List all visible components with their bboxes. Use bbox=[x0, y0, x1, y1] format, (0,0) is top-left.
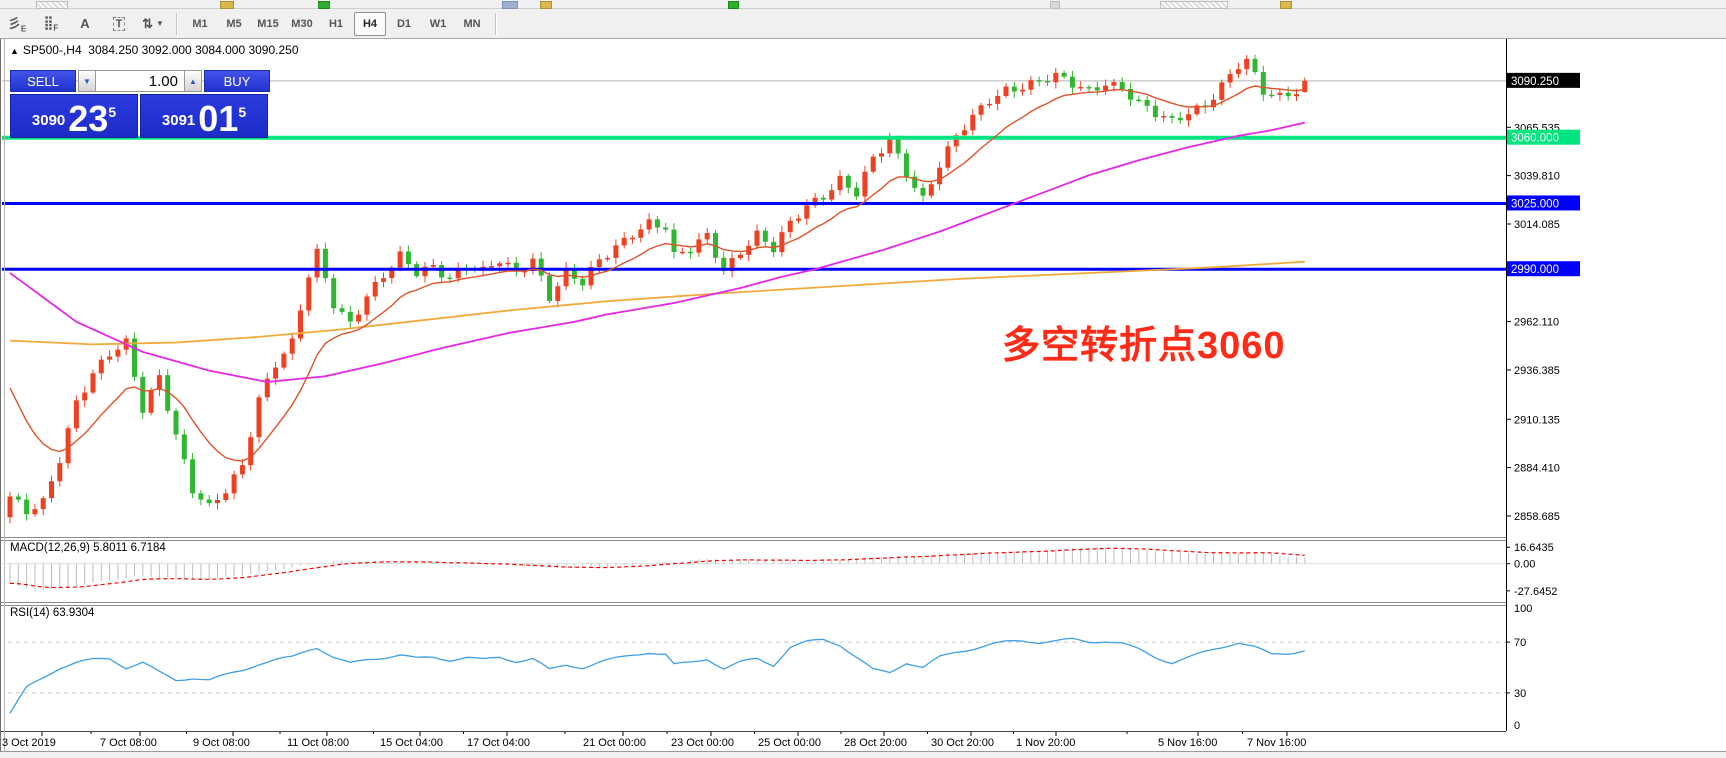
volume-increase-button[interactable]: ▲ bbox=[184, 70, 202, 92]
svg-text:1 Nov 20:00: 1 Nov 20:00 bbox=[1016, 737, 1075, 749]
volume-decrease-button[interactable]: ▼ bbox=[78, 70, 96, 92]
macd-label: MACD(12,26,9) 5.8011 6.7184 bbox=[10, 542, 166, 554]
svg-text:17 Oct 04:00: 17 Oct 04:00 bbox=[467, 737, 530, 749]
collapse-arrow-icon[interactable]: ▲ bbox=[10, 46, 19, 56]
sell-price-big: 23 bbox=[68, 98, 109, 139]
svg-text:-27.6452: -27.6452 bbox=[1514, 586, 1557, 598]
clipped-icon-fragment bbox=[1050, 1, 1060, 9]
clipped-icon-fragment bbox=[1280, 1, 1292, 9]
svg-text:2884.410: 2884.410 bbox=[1514, 463, 1560, 475]
svg-text:0.00: 0.00 bbox=[1514, 559, 1535, 571]
tab-timeframe-M1[interactable]: M1 bbox=[192, 17, 208, 30]
svg-text:2990.000: 2990.000 bbox=[1511, 264, 1559, 276]
chart-annotation: 多空转折点3060 bbox=[1002, 325, 1286, 367]
symbol-label: SP500-,H4 bbox=[22, 43, 82, 57]
toolbar-separator bbox=[176, 12, 177, 35]
clipped-icon-fragment bbox=[728, 1, 739, 9]
buy-price-sup: 5 bbox=[238, 104, 247, 120]
tab-timeframe-D1[interactable]: D1 bbox=[396, 17, 412, 30]
tab-timeframe-MN[interactable]: MN bbox=[463, 17, 481, 30]
chevron-down-icon: ▼ bbox=[155, 19, 164, 28]
buy-price-prefix: 3091 bbox=[161, 112, 196, 129]
chart-toolbar: 彡E ⣿F A T ⇅ ▼ M1 M5 M15 M30 H1 H4 D1 W1 MN bbox=[0, 9, 1726, 39]
clipped-icon-fragment bbox=[220, 1, 234, 9]
indicator-list-icon[interactable]: 彡E bbox=[7, 16, 27, 34]
svg-text:5 Nov 16:00: 5 Nov 16:00 bbox=[1158, 737, 1217, 749]
svg-text:23 Oct 00:00: 23 Oct 00:00 bbox=[671, 737, 734, 749]
tab-timeframe-H4[interactable]: H4 bbox=[354, 11, 386, 36]
clipped-toolbar-strip bbox=[0, 0, 1726, 9]
svg-text:100: 100 bbox=[1514, 603, 1532, 615]
svg-text:25 Oct 00:00: 25 Oct 00:00 bbox=[758, 737, 821, 749]
svg-text:3025.000: 3025.000 bbox=[1511, 198, 1559, 210]
svg-text:3014.085: 3014.085 bbox=[1514, 219, 1560, 231]
svg-text:2858.685: 2858.685 bbox=[1514, 511, 1560, 523]
clipped-icon-fragment bbox=[540, 1, 552, 9]
sell-button[interactable]: SELL bbox=[10, 70, 76, 92]
clipped-icon-fragment bbox=[318, 1, 330, 9]
svg-text:7 Nov 16:00: 7 Nov 16:00 bbox=[1247, 737, 1306, 749]
svg-text:30 Oct 20:00: 30 Oct 20:00 bbox=[931, 737, 994, 749]
svg-text:2936.385: 2936.385 bbox=[1514, 365, 1560, 377]
svg-text:0: 0 bbox=[1514, 720, 1520, 732]
svg-text:3090.250: 3090.250 bbox=[1511, 76, 1559, 88]
timeframe-group: M1 M5 M15 M30 H1 H4 D1 W1 MN bbox=[183, 11, 489, 36]
tab-timeframe-M30[interactable]: M30 bbox=[291, 17, 313, 30]
clipped-icon-fragment bbox=[1160, 1, 1228, 9]
svg-text:30: 30 bbox=[1514, 688, 1526, 700]
chart-window-title: ▲ SP500-,H4 3084.250 3092.000 3084.000 30… bbox=[10, 43, 299, 57]
svg-text:2962.110: 2962.110 bbox=[1514, 317, 1559, 329]
sell-price-box[interactable]: 3090 23 5 bbox=[10, 94, 138, 138]
toolbar-separator bbox=[495, 12, 496, 35]
one-click-trading-panel: SELL ▼ ▲ BUY 3090 23 5 3091 01 5 bbox=[10, 70, 270, 138]
rsi-label: RSI(14) 63.9304 bbox=[10, 607, 95, 619]
svg-text:11 Oct 08:00: 11 Oct 08:00 bbox=[287, 737, 349, 749]
arrows-tool-icon[interactable]: ⇅ ▼ bbox=[142, 15, 164, 31]
svg-text:9 Oct 08:00: 9 Oct 08:00 bbox=[193, 737, 250, 749]
tab-timeframe-W1[interactable]: W1 bbox=[429, 17, 447, 30]
svg-text:21 Oct 00:00: 21 Oct 00:00 bbox=[583, 737, 646, 749]
svg-text:3039.810: 3039.810 bbox=[1514, 171, 1560, 183]
line-studies-icon[interactable]: ⣿F bbox=[43, 14, 59, 33]
tab-timeframe-M15[interactable]: M15 bbox=[257, 17, 279, 30]
svg-text:2910.135: 2910.135 bbox=[1514, 414, 1560, 426]
tab-timeframe-H1[interactable]: H1 bbox=[328, 17, 344, 30]
ohlc-values: 3084.250 3092.000 3084.000 3090.250 bbox=[88, 43, 299, 57]
svg-text:7 Oct 08:00: 7 Oct 08:00 bbox=[100, 737, 157, 749]
sell-price-prefix: 3090 bbox=[31, 112, 66, 129]
text-tool-icon[interactable]: T bbox=[103, 11, 135, 37]
text-label-icon[interactable]: A bbox=[80, 16, 90, 31]
tab-timeframe-M5[interactable]: M5 bbox=[226, 17, 242, 30]
svg-text:16.6435: 16.6435 bbox=[1514, 542, 1554, 554]
buy-button[interactable]: BUY bbox=[204, 70, 270, 92]
svg-text:15 Oct 04:00: 15 Oct 04:00 bbox=[380, 737, 443, 749]
sell-price-sup: 5 bbox=[108, 104, 117, 120]
buy-price-big: 01 bbox=[198, 98, 239, 139]
volume-input[interactable] bbox=[96, 70, 184, 92]
clipped-icon-fragment bbox=[36, 1, 68, 9]
svg-text:3 Oct 2019: 3 Oct 2019 bbox=[2, 737, 56, 749]
svg-text:70: 70 bbox=[1514, 637, 1526, 649]
buy-price-box[interactable]: 3091 01 5 bbox=[140, 94, 268, 138]
svg-text:3060.000: 3060.000 bbox=[1511, 133, 1559, 145]
clipped-icon-fragment bbox=[502, 1, 518, 9]
svg-text:28 Oct 20:00: 28 Oct 20:00 bbox=[844, 737, 907, 749]
